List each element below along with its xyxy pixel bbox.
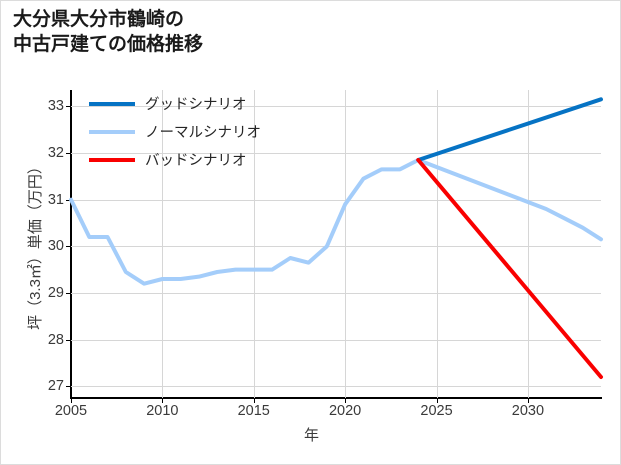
x-tick-label: 2020	[328, 403, 362, 419]
x-tick-mark	[71, 399, 72, 403]
legend-item[interactable]: グッドシナリオ	[89, 95, 261, 113]
x-axis-spine	[70, 397, 602, 399]
gridline-horizontal	[71, 246, 601, 248]
y-axis-spine	[70, 90, 72, 399]
x-axis-label: 年	[303, 427, 319, 444]
gridline-vertical	[436, 90, 438, 398]
legend-color-swatch	[89, 129, 135, 134]
y-tick-label: 27	[47, 378, 64, 395]
legend-item-label: グッドシナリオ	[145, 97, 247, 113]
y-tick-label: 28	[47, 331, 64, 348]
x-tick-label: 2010	[146, 403, 179, 419]
legend-color-swatch	[89, 101, 135, 106]
x-tick-label: 2015	[237, 403, 270, 419]
gridline-vertical	[527, 90, 529, 398]
y-tick-label: 33	[47, 98, 64, 115]
gridline-vertical	[345, 90, 347, 398]
y-tick-mark	[66, 153, 71, 154]
y-tick-label: 31	[47, 191, 64, 208]
x-tick-mark	[253, 399, 255, 403]
x-tick-mark	[436, 399, 438, 403]
y-tick-label: 32	[47, 145, 64, 161]
gridline-horizontal	[71, 293, 601, 294]
y-tick-mark	[66, 339, 71, 341]
x-tick-label: 2030	[511, 403, 545, 419]
legend-item[interactable]: バッドシナリオ	[89, 151, 261, 169]
x-tick-mark	[527, 399, 529, 403]
gridline-horizontal	[71, 199, 601, 201]
chart-title: 大分県大分市鶴崎の 中古戸建ての価格推移	[13, 9, 204, 56]
chart-legend: グッドシナリオ ノーマルシナリオ バッドシナリオ	[89, 95, 261, 169]
x-tick-mark	[345, 399, 347, 403]
y-tick-mark	[66, 106, 71, 108]
y-tick-label: 29	[47, 285, 64, 301]
gridline-horizontal	[71, 386, 601, 388]
y-tick-mark	[66, 293, 71, 294]
gridline-horizontal	[71, 106, 601, 108]
gridline-horizontal	[71, 153, 601, 154]
legend-item[interactable]: ノーマルシナリオ	[89, 123, 261, 141]
y-tick-mark	[66, 386, 71, 388]
legend-color-swatch	[89, 157, 135, 162]
y-tick-mark	[66, 199, 71, 201]
x-tick-label: 2025	[420, 403, 453, 419]
gridline-horizontal	[71, 339, 601, 341]
x-tick-label: 2005	[54, 403, 88, 419]
y-tick-mark	[66, 246, 71, 248]
legend-item-label: バッドシナリオ	[145, 153, 247, 169]
legend-item-label: ノーマルシナリオ	[145, 125, 261, 141]
x-tick-mark	[162, 399, 164, 403]
y-tick-label: 30	[47, 238, 64, 255]
